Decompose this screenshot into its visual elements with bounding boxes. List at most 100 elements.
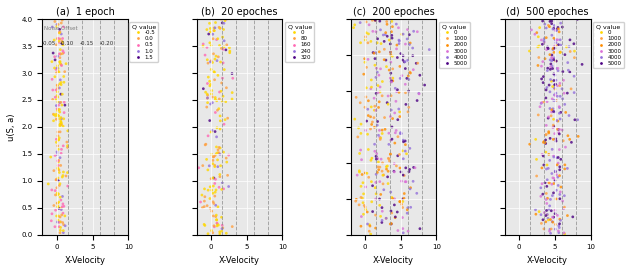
Point <box>51 177 61 182</box>
Point <box>211 214 221 219</box>
Point <box>206 177 216 181</box>
Point <box>565 38 575 42</box>
Point <box>550 179 560 183</box>
Text: -0.05: -0.05 <box>42 41 56 46</box>
Title: (c)  200 epoches: (c) 200 epoches <box>353 7 435 17</box>
Point <box>56 116 67 121</box>
Point <box>542 213 552 217</box>
Point <box>557 86 567 91</box>
Point <box>377 220 387 225</box>
Point <box>559 231 569 235</box>
Point <box>404 169 414 174</box>
Point <box>547 193 557 198</box>
Point <box>215 146 225 150</box>
Point <box>53 134 63 138</box>
Point <box>541 197 551 202</box>
Point <box>555 190 565 194</box>
Point <box>376 214 386 218</box>
Point <box>369 96 380 100</box>
Point <box>394 41 404 46</box>
Point <box>371 157 381 161</box>
Point <box>365 39 376 44</box>
Point <box>550 137 561 141</box>
Point <box>191 196 202 200</box>
Point <box>57 39 67 44</box>
Point <box>547 55 557 60</box>
Point <box>403 206 413 210</box>
Point <box>202 96 212 100</box>
Point <box>218 35 228 39</box>
Point <box>554 132 564 136</box>
Point <box>358 192 369 196</box>
Point <box>564 113 574 118</box>
Point <box>559 102 570 107</box>
Point <box>393 228 403 233</box>
Point <box>377 169 387 173</box>
Point <box>208 200 218 204</box>
Point <box>372 156 383 161</box>
Point <box>211 177 221 181</box>
Point <box>376 136 386 140</box>
Point <box>210 194 220 198</box>
Point <box>572 17 582 21</box>
Point <box>545 19 555 24</box>
Point <box>552 94 563 98</box>
Point <box>551 78 561 82</box>
Point <box>216 46 227 51</box>
Point <box>50 95 60 99</box>
Point <box>385 159 395 163</box>
Point <box>204 32 214 36</box>
Point <box>352 173 362 177</box>
Point <box>381 19 392 24</box>
Point <box>53 113 63 118</box>
Point <box>50 19 60 24</box>
Point <box>212 108 223 112</box>
Point <box>396 131 406 135</box>
Point <box>555 192 565 197</box>
Point <box>362 222 372 226</box>
Point <box>52 66 62 70</box>
Point <box>408 67 419 72</box>
Point <box>547 97 557 101</box>
Point <box>52 108 63 113</box>
Point <box>45 155 56 159</box>
Point <box>554 104 564 109</box>
Point <box>52 84 63 88</box>
Point <box>214 172 225 177</box>
Point <box>397 58 408 62</box>
Point <box>392 88 403 92</box>
Point <box>54 70 64 74</box>
Point <box>47 212 57 216</box>
Point <box>414 92 424 96</box>
Point <box>376 28 386 32</box>
Point <box>561 110 571 115</box>
Point <box>364 147 374 152</box>
Point <box>54 136 65 140</box>
Point <box>538 218 548 222</box>
Point <box>547 220 557 224</box>
Point <box>364 23 374 27</box>
Point <box>375 137 385 141</box>
Point <box>371 108 381 113</box>
Point <box>547 110 557 114</box>
Point <box>552 213 563 218</box>
Point <box>550 44 560 48</box>
Point <box>58 43 68 48</box>
Point <box>198 86 209 91</box>
Point <box>202 96 212 100</box>
Point <box>219 39 229 43</box>
Point <box>53 36 63 41</box>
Point <box>543 218 554 222</box>
Point <box>215 119 225 123</box>
Point <box>554 224 564 228</box>
Point <box>221 231 232 236</box>
Point <box>550 82 561 86</box>
Point <box>374 168 384 172</box>
Point <box>386 71 396 75</box>
Point <box>49 113 59 117</box>
Point <box>543 23 554 27</box>
Point <box>369 142 380 146</box>
Point <box>536 186 546 190</box>
Point <box>47 97 58 102</box>
Point <box>548 107 558 111</box>
